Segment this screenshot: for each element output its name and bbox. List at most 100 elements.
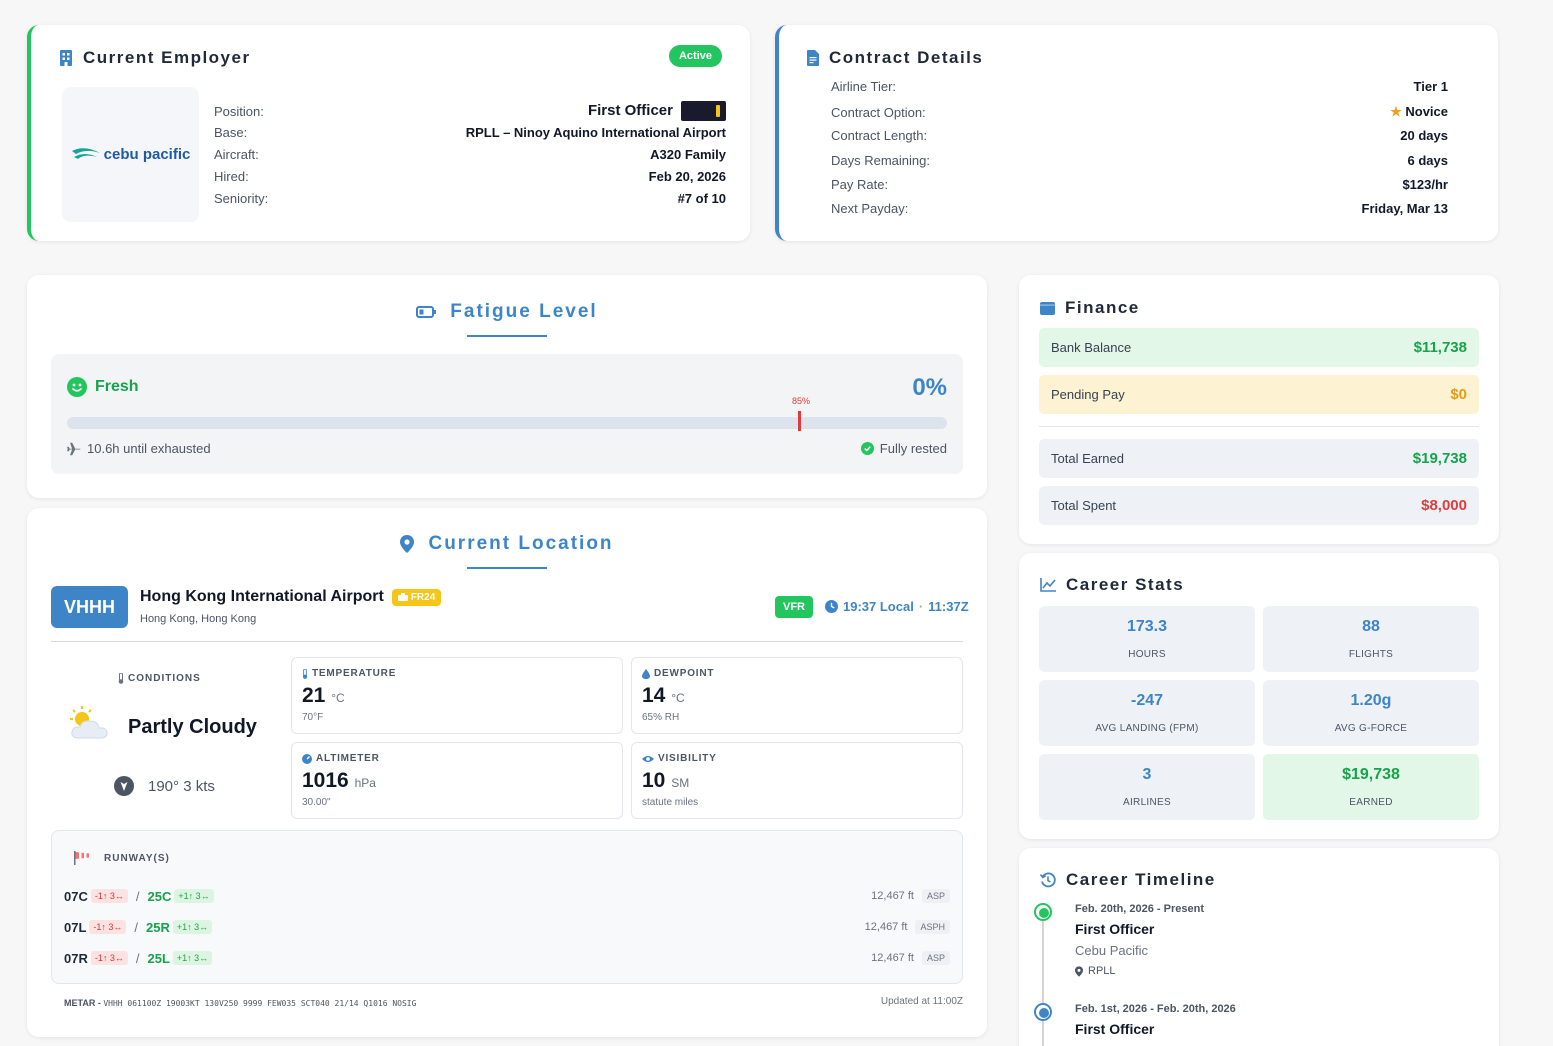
stat-label: AIRLINES [1123,797,1171,808]
dewpoint-label: DEWPOINT [642,668,714,679]
field-value: 20 days [1400,128,1448,143]
stat-airlines: 3 AIRLINES [1039,754,1255,820]
field-label: Next Payday: [831,201,909,216]
current-location-card: Current Location VHHH Hong Kong Internat… [27,508,987,1037]
temperature-number: 21 [302,684,326,707]
timeline-dot-past [1034,1003,1052,1021]
stat-value: $19,738 [1342,766,1400,783]
headwind-chip: -1↑ 3↔ [90,951,128,965]
runway-slash: / [135,888,140,904]
dewpoint-box: DEWPOINT 14 °C 65% RH [631,657,963,734]
runway-end-id: 07R [64,950,88,966]
flight-rules-badge: VFR [775,596,813,618]
finance-label: Total Earned [1051,451,1124,466]
fatigue-title: Fatigue Level [27,301,987,323]
headwind-chip: +1↑ 3↔ [172,951,213,965]
position-value: First Officer [587,101,673,119]
smile-icon [67,377,87,397]
contract-field-pay-rate: Pay Rate: $123/hr [831,177,1448,192]
gauge-icon [302,753,312,764]
airline-logo: cebu pacific [62,87,199,222]
field-value: First Officer [588,101,726,121]
field-value: $123/hr [1402,177,1448,192]
stat-label: HOURS [1128,649,1166,660]
field-label: Contract Length: [831,128,928,143]
local-time: 19:37 Local [843,599,914,614]
fr24-button[interactable]: FR24 [391,588,442,606]
runway-row: 07C -1↑ 3↔ / 25C +1↑ 3↔ 12,467 ft ASP [64,885,950,907]
visibility-value: 10 SM [642,769,689,793]
wallet-icon [1040,301,1055,315]
visibility-unit: SM [671,776,690,790]
cebu-pacific-wing-icon [71,147,100,159]
finance-title: Finance [1040,298,1140,318]
contract-title-text: Contract Details [829,48,984,67]
timeline-role: First Officer [1075,921,1155,937]
droplet-icon [642,668,650,679]
stat-value: -247 [1130,692,1164,709]
employer-field-base: Base: RPLL – Ninoy Aquino International … [214,125,726,140]
thermometer-icon [118,673,124,684]
finance-value: $11,738 [1413,339,1467,356]
finance-value: $0 [1450,386,1467,403]
temperature-sub: 70°F [302,712,324,723]
contract-field-length: Contract Length: 20 days [831,128,1448,143]
runway-end-id: 25L [147,950,170,966]
battery-icon [416,306,437,318]
fatigue-percent: 0% [912,374,947,401]
field-value: ★ Novice [1390,104,1448,120]
dewpoint-sub: 65% RH [642,712,680,723]
temperature-value: 21 °C [302,684,345,708]
metar-updated: Updated at 11:00Z [880,996,963,1007]
altimeter-label-text: ALTIMETER [316,753,380,764]
stat-flights: 88 FLIGHTS [1263,606,1479,672]
wind-arrow-icon [114,776,134,796]
runway-info: 12,467 ft ASP [871,889,950,903]
title-underline [467,335,547,337]
airport-header: Hong Kong International Airport FR24 [140,588,442,606]
runway-slash: / [135,950,140,966]
metar-line: METAR - VHHH 061100Z 19003KT 130V250 999… [64,998,416,1008]
runway-row: 07L -1↑ 3↔ / 25R +1↑ 3↔ 12,467 ft ASPH [64,916,950,938]
field-label: Pay Rate: [831,177,889,192]
stat-earned: $19,738 EARNED [1263,754,1479,820]
field-value: Friday, Mar 13 [1361,201,1448,216]
pending-pay-row: Pending Pay $0 [1039,375,1479,414]
runway-surface: ASPH [915,920,950,934]
finance-card: Finance Bank Balance $11,738 Pending Pay… [1019,275,1499,544]
stat-label: FLIGHTS [1348,649,1394,660]
rest-status: Fully rested [860,441,947,456]
visibility-number: 10 [642,769,666,792]
timeline-base: RPLL [1075,965,1116,977]
metar-text: VHHH 061100Z 19003KT 130V250 9999 FEW035… [103,999,417,1008]
contract-field-next-payday: Next Payday: Friday, Mar 13 [831,201,1448,216]
contract-field-days-remaining: Days Remaining: 6 days [831,153,1448,168]
timeline-date: Feb. 20th, 2026 - Present [1075,903,1204,915]
employer-field-position: Position: First Officer [214,101,726,121]
field-value: A320 Family [650,147,726,162]
finance-value: $19,738 [1412,450,1467,467]
runways-panel: RUNWAY(S) 07C -1↑ 3↔ / 25C +1↑ 3↔ 12,467… [51,830,963,984]
location-title-text: Current Location [428,533,614,554]
finance-title-text: Finance [1065,298,1140,317]
career-stats-card: Career Stats 173.3 HOURS 88 FLIGHTS -247 AV… [1019,553,1499,839]
windsock-icon [74,851,89,865]
wind-text: 190° 3 kts [148,777,215,795]
timeline-title-text: Career Timeline [1066,870,1216,889]
stat-label: AVG LANDING (FPM) [1095,723,1199,734]
temperature-label: TEMPERATURE [302,668,396,679]
altimeter-sub: 30.00" [302,797,331,808]
runway-length: 12,467 ft [871,952,914,964]
field-label: Contract Option: [831,104,926,120]
fatigue-status-text: Fresh [95,378,139,395]
runway-end-id: 25C [147,888,172,904]
timeline-title: Career Timeline [1040,870,1216,890]
thermometer-icon [302,668,308,679]
runway-info: 12,467 ft ASPH [865,920,950,934]
altimeter-value: 1016 hPa [302,769,376,793]
contract-option-value: Novice [1405,104,1448,119]
runway-end-id: 07L [64,919,87,935]
headwind-chip: -1↑ 3↔ [89,920,127,934]
eye-icon [642,755,654,762]
clock-icon [825,600,838,613]
